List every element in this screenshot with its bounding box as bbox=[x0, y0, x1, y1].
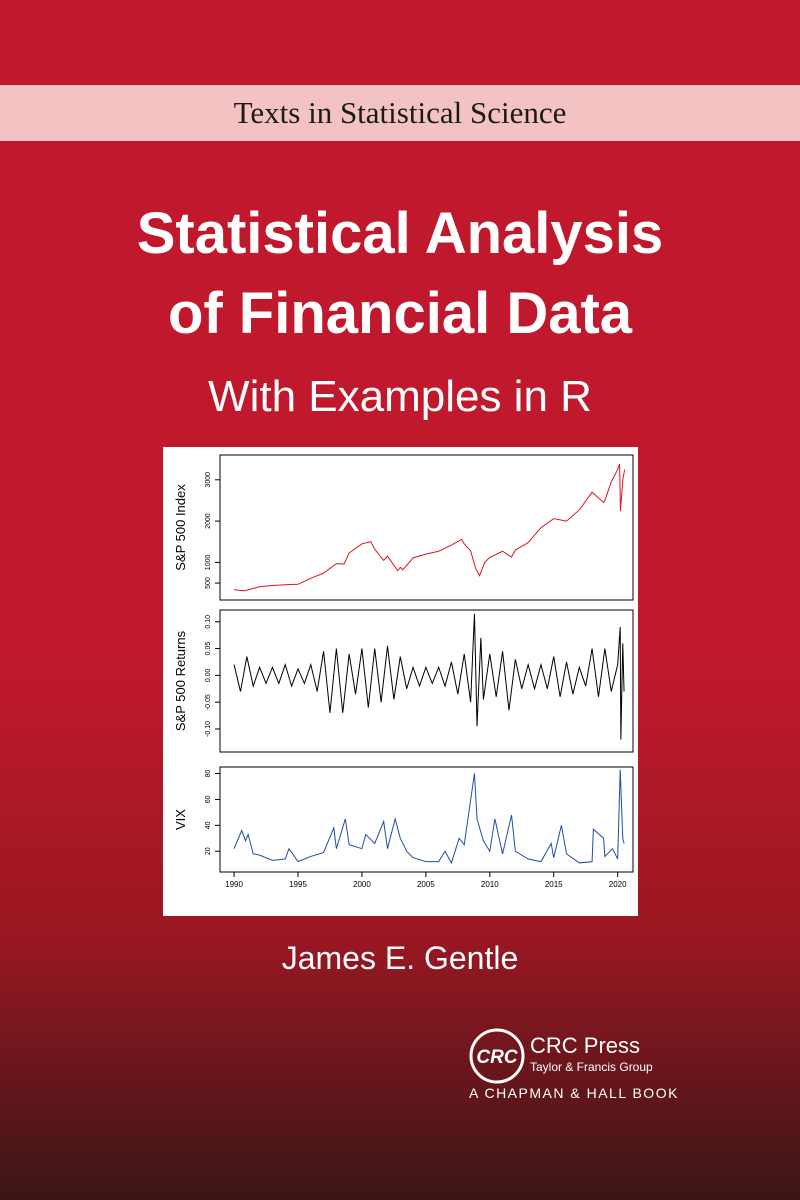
y-tick-label: 3000 bbox=[205, 472, 212, 488]
y-tick-label: 500 bbox=[205, 577, 212, 589]
y-tick-label: 40 bbox=[205, 821, 212, 829]
y-tick-label: 1000 bbox=[205, 555, 212, 571]
x-tick-label: 2010 bbox=[481, 880, 499, 889]
y-tick-label: 0.05 bbox=[205, 642, 212, 656]
y-tick-label: 0.10 bbox=[205, 615, 212, 629]
publisher-logo: CRC bbox=[469, 1028, 525, 1084]
publisher-group: Taylor & Francis Group bbox=[530, 1060, 653, 1074]
publisher-name: CRC Press bbox=[530, 1033, 641, 1058]
y-axis-label: VIX bbox=[173, 809, 188, 830]
y-tick-label: 2000 bbox=[205, 513, 212, 529]
author: James E. Gentle bbox=[281, 940, 519, 976]
y-axis-label: S&P 500 Returns bbox=[173, 630, 188, 731]
x-tick-label: 2000 bbox=[353, 880, 371, 889]
y-tick-label: 60 bbox=[205, 795, 212, 803]
data-line bbox=[233, 769, 625, 865]
data-line bbox=[234, 463, 626, 592]
subtitle: With Examples in R bbox=[208, 372, 592, 421]
plot-frame bbox=[219, 454, 634, 601]
logo-ring bbox=[469, 1028, 525, 1084]
y-tick-label: 0.00 bbox=[205, 668, 212, 682]
series-label: Texts in Statistical Science bbox=[0, 85, 800, 141]
x-tick-label: 2020 bbox=[609, 880, 627, 889]
y-tick-label: -0.05 bbox=[205, 694, 212, 710]
x-tick-label: 1990 bbox=[225, 880, 243, 889]
x-tick-label: 2015 bbox=[545, 880, 563, 889]
plot-frame bbox=[219, 609, 634, 753]
data-line bbox=[233, 613, 625, 740]
x-tick-label: 1995 bbox=[289, 880, 307, 889]
y-tick-label: 80 bbox=[205, 769, 212, 777]
title-line: Statistical Analysis bbox=[136, 201, 664, 266]
publisher-imprint: A CHAPMAN & HALL BOOK bbox=[469, 1085, 679, 1101]
y-tick-label: 20 bbox=[205, 847, 212, 855]
y-tick-label: -0.10 bbox=[205, 721, 212, 737]
figure: S&P 500 Index 500 1000 2000 3000 S&P 500 Retu… bbox=[163, 447, 638, 916]
title-line: of Financial Data bbox=[167, 281, 633, 346]
y-axis-label: S&P 500 Index bbox=[173, 484, 188, 571]
logo-text: CRC bbox=[476, 1047, 517, 1068]
plot-frame bbox=[219, 766, 634, 873]
x-tick-label: 2005 bbox=[417, 880, 435, 889]
